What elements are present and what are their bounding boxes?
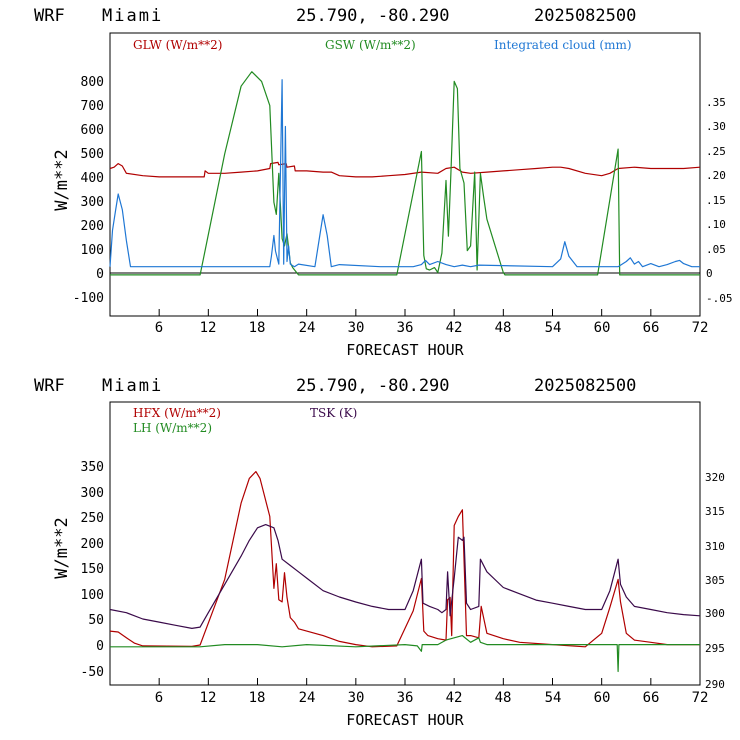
y2-tick-label: 310 (705, 540, 725, 553)
x-tick-label: 42 (446, 320, 463, 336)
y-tick-label: 700 (81, 99, 104, 114)
y-tick-label: 300 (81, 195, 104, 210)
y-axis-2: -50 0 50 100 150 200 250 300 350 (81, 460, 104, 680)
y-tick-label: 0 (96, 639, 104, 654)
panel-glw-gsw-cloud: WRF Miami 25.790, -80.290 2025082500 GLW… (34, 6, 733, 359)
legend-hfx: HFX (W/m**2) (133, 406, 221, 420)
legend-lh: LH (W/m**2) (133, 421, 212, 435)
y-tick-label: 50 (88, 613, 104, 628)
x-tick-label: 30 (348, 320, 365, 336)
y2-tick-label: -.05 (706, 292, 733, 305)
y-tick-label: 500 (81, 147, 104, 162)
y2-tick-label: .35 (706, 96, 726, 109)
x-tick-label: 54 (545, 690, 562, 706)
panel-2-coords: 25.790, -80.290 (296, 376, 450, 396)
x-tick-label: 66 (643, 690, 660, 706)
y2-tick-label: .10 (706, 218, 726, 231)
panel-2-date: 2025082500 (534, 376, 636, 396)
y-tick-label: 100 (81, 588, 104, 603)
series-line-hfx (109, 471, 700, 648)
x-tick-label: 72 (692, 690, 709, 706)
y2-tick-label: 305 (705, 574, 725, 587)
panel-1-model: WRF (34, 6, 65, 26)
legend-gsw: GSW (W/m**2) (325, 38, 416, 52)
y-tick-label: -50 (81, 665, 104, 680)
series-line-integrated (109, 79, 700, 268)
x-tick-label: 42 (446, 690, 463, 706)
x-tick-label: 24 (299, 690, 316, 706)
y2-tick-label: 0 (706, 267, 713, 280)
y-tick-label: 200 (81, 219, 104, 234)
y-tick-label: 400 (81, 171, 104, 186)
panel-1-date: 2025082500 (534, 6, 636, 26)
tick-marks-2 (109, 678, 701, 685)
y-tick-label: -100 (73, 291, 104, 306)
y-axis-title-1: W/m**2 (52, 149, 72, 210)
x-axis-1: 6 12 18 24 30 36 42 48 54 60 66 72 (155, 320, 709, 336)
panel-2-model: WRF (34, 376, 65, 396)
x-tick-label: 36 (397, 690, 414, 706)
panel-hfx-lh-tsk: WRF Miami 25.790, -80.290 2025082500 HFX… (34, 376, 725, 729)
y-tick-label: 200 (81, 537, 104, 552)
y-axis-1: -100 0 100 200 300 400 500 600 700 800 (73, 75, 104, 306)
panel-1-location: Miami (102, 6, 163, 26)
x-tick-label: 72 (692, 320, 709, 336)
y2-tick-label: .15 (706, 194, 726, 207)
series-line-gsw (110, 71, 700, 276)
x-tick-label: 54 (545, 320, 562, 336)
legend-glw: GLW (W/m**2) (133, 38, 222, 52)
x-tick-label: 24 (299, 320, 316, 336)
tick-marks-1 (109, 309, 701, 316)
x-tick-label: 36 (397, 320, 414, 336)
x-tick-label: 60 (594, 320, 611, 336)
y-axis-title-2: W/m**2 (52, 517, 72, 578)
y2-tick-label: 300 (705, 607, 725, 620)
x-tick-label: 6 (155, 320, 163, 336)
panel-2-location: Miami (102, 376, 163, 396)
y-tick-label: 100 (81, 243, 104, 258)
y2-tick-label: .05 (706, 243, 726, 256)
x-axis-title-2: FORECAST HOUR (346, 711, 464, 729)
x-tick-label: 6 (155, 690, 163, 706)
y-tick-label: 0 (96, 267, 104, 282)
y2-tick-label: .25 (706, 145, 726, 158)
x-axis-title-1: FORECAST HOUR (346, 341, 464, 359)
series-line-lh (110, 634, 700, 673)
legend-tsk: TSK (K) (310, 406, 357, 420)
x-tick-label: 12 (200, 320, 217, 336)
y2-axis-2: 290 295 300 305 310 315 320 (705, 471, 725, 691)
y2-tick-label: 295 (705, 642, 725, 655)
y2-tick-label: .20 (706, 169, 726, 182)
y-tick-label: 800 (81, 75, 104, 90)
x-tick-label: 60 (594, 690, 611, 706)
panel-1-coords: 25.790, -80.290 (296, 6, 450, 26)
y-tick-label: 350 (81, 460, 104, 475)
y2-tick-label: 315 (705, 505, 725, 518)
y-tick-label: 250 (81, 511, 104, 526)
y2-tick-label: 320 (705, 471, 725, 484)
y-tick-label: 300 (81, 486, 104, 501)
y-tick-label: 600 (81, 123, 104, 138)
x-axis-2: 6 12 18 24 30 36 42 48 54 60 66 72 (155, 690, 709, 706)
x-tick-label: 48 (495, 320, 512, 336)
legend-integrated-cloud: Integrated cloud (mm) (494, 38, 632, 52)
x-tick-label: 66 (643, 320, 660, 336)
y2-axis-1: -.05 0 .05 .10 .15 .20 .25 .30 .35 (706, 96, 733, 305)
plot-frame-2 (109, 401, 701, 686)
series-group-2 (109, 471, 701, 673)
series-group-1 (109, 71, 701, 276)
x-tick-label: 18 (249, 320, 266, 336)
y2-tick-label: 290 (705, 678, 725, 691)
series-line-tsk (109, 523, 701, 630)
y2-tick-label: .30 (706, 120, 726, 133)
x-tick-label: 48 (495, 690, 512, 706)
series-line-glw (109, 161, 701, 178)
x-tick-label: 12 (200, 690, 217, 706)
x-tick-label: 18 (249, 690, 266, 706)
y-tick-label: 150 (81, 562, 104, 577)
x-tick-label: 30 (348, 690, 365, 706)
